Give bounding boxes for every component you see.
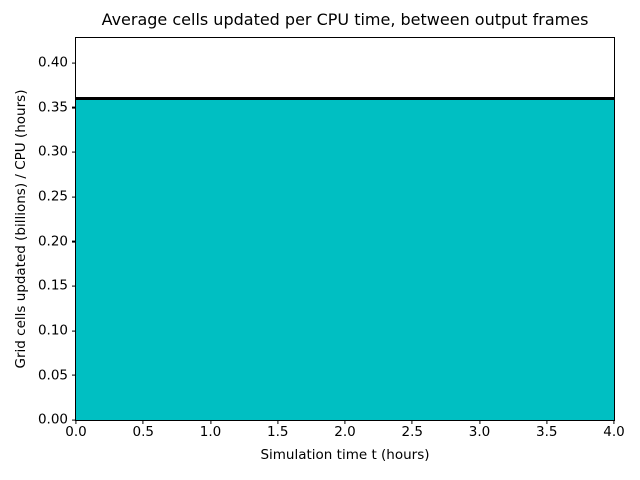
y-axis-label: Grid cells updated (billions) / CPU (hou… <box>13 89 29 369</box>
y-tick-label: 0.25 <box>37 188 68 205</box>
y-tick-mark <box>72 151 76 153</box>
x-tick-mark <box>75 420 77 424</box>
x-tick-label: 1.0 <box>199 424 222 440</box>
y-tick-mark <box>72 62 76 64</box>
y-tick-mark <box>72 285 76 287</box>
y-tick-label: 0.10 <box>37 322 68 339</box>
x-tick-label: 0.5 <box>132 424 154 440</box>
x-tick-mark <box>209 420 212 424</box>
x-axis-label: Simulation time t (hours) <box>260 447 430 463</box>
x-tick-label: 0.0 <box>65 424 87 440</box>
x-tick-mark <box>277 420 279 424</box>
x-tick-label: 3.5 <box>536 424 558 440</box>
y-tick-mark <box>72 419 76 421</box>
x-tick-label: 2.5 <box>401 424 423 440</box>
x-tick-label: 3.0 <box>468 424 491 440</box>
x-tick-label: 2.0 <box>334 424 356 440</box>
x-tick-mark <box>142 420 144 424</box>
x-tick-mark <box>478 420 481 424</box>
y-tick-mark <box>72 240 76 243</box>
x-tick-mark <box>411 420 413 424</box>
y-tick-label: 0.15 <box>37 277 68 294</box>
y-tick-label: 0.40 <box>37 54 68 71</box>
x-tick-label: 4.0 <box>603 424 625 440</box>
x-tick-mark <box>613 420 615 424</box>
x-tick-label: 1.5 <box>267 424 289 440</box>
y-tick-mark <box>72 330 76 332</box>
area-fill <box>76 97 614 420</box>
x-tick-mark <box>546 420 548 424</box>
y-tick-label: 0.30 <box>37 143 68 160</box>
y-tick-label: 0.05 <box>37 366 68 383</box>
y-tick-label: 0.00 <box>37 411 68 428</box>
y-tick-mark <box>72 196 76 198</box>
y-tick-label: 0.35 <box>37 99 68 116</box>
x-tick-mark <box>344 420 346 424</box>
chart-title: Average cells updated per CPU time, betw… <box>101 10 589 29</box>
plot-area: 0.0 0.5 1.0 1.5 2.0 2.5 3.0 3.5 4.0 0.00 0.05 0.10 0… <box>38 37 625 439</box>
y-tick-mark <box>72 374 76 376</box>
y-tick-label: 0.20 <box>37 233 68 250</box>
y-tick-mark <box>72 107 76 109</box>
